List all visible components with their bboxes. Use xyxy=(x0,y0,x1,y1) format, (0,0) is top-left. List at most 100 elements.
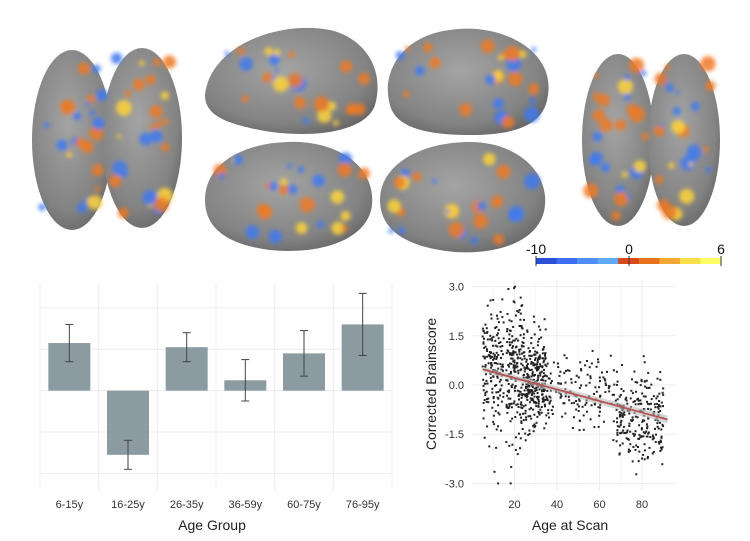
scatter-point xyxy=(512,350,515,353)
scatter-point xyxy=(512,360,515,363)
scatter-point xyxy=(619,423,622,426)
scatter-point xyxy=(524,409,527,412)
scatter-point xyxy=(575,374,578,377)
scatter-point xyxy=(528,408,531,411)
scatter-point xyxy=(518,309,521,311)
scatter-point xyxy=(641,420,644,423)
scatter-point xyxy=(523,373,525,376)
scatter-point xyxy=(509,482,512,485)
scatter-point xyxy=(519,348,522,351)
scatter-point xyxy=(524,432,527,435)
scatter-point xyxy=(548,377,551,380)
activation-blob xyxy=(400,168,410,178)
activation-blob xyxy=(501,115,515,129)
scatter-point xyxy=(525,418,528,421)
scatter-points xyxy=(481,285,665,485)
scatter-point xyxy=(597,358,599,361)
scatter-point xyxy=(661,463,664,466)
scatter-point xyxy=(507,406,510,409)
activation-blob xyxy=(624,74,630,81)
scatter-point xyxy=(519,369,522,372)
scatter-point xyxy=(543,403,546,406)
activation-blob xyxy=(89,126,104,141)
brain-renderings xyxy=(32,27,720,253)
scatter-point xyxy=(616,429,619,432)
activation-blob xyxy=(429,57,441,69)
scatter-point xyxy=(621,415,624,418)
scatter-point xyxy=(488,351,491,354)
scatter-point xyxy=(483,337,485,340)
scatter-point xyxy=(518,398,520,401)
scatter-point xyxy=(497,482,500,485)
activation-blob xyxy=(444,203,460,219)
scatter-point xyxy=(495,334,498,337)
scatter-point xyxy=(614,399,617,402)
activation-blob xyxy=(233,154,244,165)
scatter-point xyxy=(519,390,522,393)
scatter-point xyxy=(530,375,533,378)
scatter-point xyxy=(520,325,523,327)
scatter-point xyxy=(589,418,592,421)
activation-blob xyxy=(340,211,351,221)
activation-blob xyxy=(412,172,422,182)
scatter-point xyxy=(644,395,647,398)
activation-blob xyxy=(338,152,352,166)
scatter-point xyxy=(584,403,587,406)
scatter-point xyxy=(544,357,547,360)
scatter-point xyxy=(656,406,659,409)
scatter-point xyxy=(647,386,650,389)
scatter-point xyxy=(490,337,493,340)
activation-blob xyxy=(313,96,329,112)
scatter-point xyxy=(500,400,503,403)
scatter-point xyxy=(535,386,538,389)
activation-blob xyxy=(245,225,260,240)
scatter-point xyxy=(616,431,619,434)
scatter-point xyxy=(522,405,525,408)
scatter-point xyxy=(548,402,551,405)
activation-blob xyxy=(241,95,249,103)
scatter-point xyxy=(500,368,503,371)
scatter-point xyxy=(516,403,519,406)
scatter-point xyxy=(598,380,601,383)
activation-blob xyxy=(508,205,525,222)
scatter-point xyxy=(505,404,508,407)
scatter-point xyxy=(604,382,607,385)
activation-blob xyxy=(73,112,82,121)
scatter-point xyxy=(527,347,530,350)
activation-blob xyxy=(524,106,540,123)
activation-blob xyxy=(333,120,339,126)
activation-blob xyxy=(275,68,279,73)
scatter-point xyxy=(562,402,565,405)
activation-blob xyxy=(597,94,610,107)
scatter-point xyxy=(657,411,660,414)
scatter-point xyxy=(644,432,647,435)
scatter-point xyxy=(605,384,608,387)
scatter-point xyxy=(612,369,615,372)
scatter-point xyxy=(638,450,641,453)
activation-blob xyxy=(264,47,273,56)
scatter-point xyxy=(541,352,544,355)
activation-blob xyxy=(485,74,496,85)
scatter-point xyxy=(493,362,496,365)
scatter-point xyxy=(539,374,542,377)
scatter-point xyxy=(550,380,553,382)
scatter-point xyxy=(492,375,495,378)
scatter-point xyxy=(508,352,511,354)
scatter-point xyxy=(505,369,508,372)
scatter-point xyxy=(612,393,615,396)
scatter-point xyxy=(599,406,601,409)
activation-blob xyxy=(615,119,627,131)
scatter-point xyxy=(496,362,499,365)
scatter-point xyxy=(629,449,632,452)
bar-x-tick-label: 6-15y xyxy=(56,499,84,511)
scatter-point xyxy=(525,358,528,361)
activation-blob xyxy=(269,181,278,191)
scatter-point xyxy=(598,376,601,379)
activation-blob xyxy=(491,195,503,207)
bar-x-tick-label: 36-59y xyxy=(229,499,263,511)
scatter-point xyxy=(656,425,659,428)
scatter-point xyxy=(508,444,511,447)
scatter-point xyxy=(534,350,537,353)
scatter-point xyxy=(532,430,535,433)
scatter-point xyxy=(485,379,488,382)
